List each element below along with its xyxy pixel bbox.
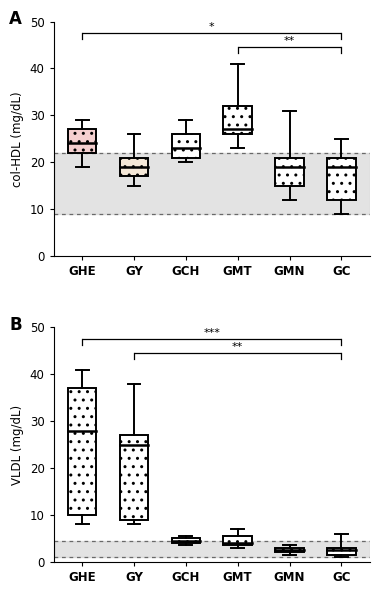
Bar: [275, 158, 304, 186]
Bar: [171, 134, 200, 158]
Text: B: B: [9, 315, 22, 334]
Bar: [223, 536, 252, 546]
Bar: [171, 538, 200, 543]
Text: **: **: [284, 36, 295, 46]
Bar: [54, 153, 370, 214]
Bar: [327, 548, 355, 555]
Text: ***: ***: [203, 328, 220, 338]
Bar: [68, 389, 96, 515]
Y-axis label: col-HDL (mg/dL): col-HDL (mg/dL): [11, 91, 24, 187]
Bar: [68, 129, 96, 153]
Bar: [120, 435, 148, 519]
Bar: [120, 158, 148, 176]
Text: **: **: [232, 342, 243, 352]
Text: *: *: [209, 22, 215, 32]
Bar: [54, 541, 370, 557]
Bar: [327, 158, 355, 200]
Bar: [275, 548, 304, 553]
Y-axis label: VLDL (mg/dL): VLDL (mg/dL): [11, 405, 24, 485]
Bar: [223, 106, 252, 134]
Text: A: A: [9, 10, 22, 28]
